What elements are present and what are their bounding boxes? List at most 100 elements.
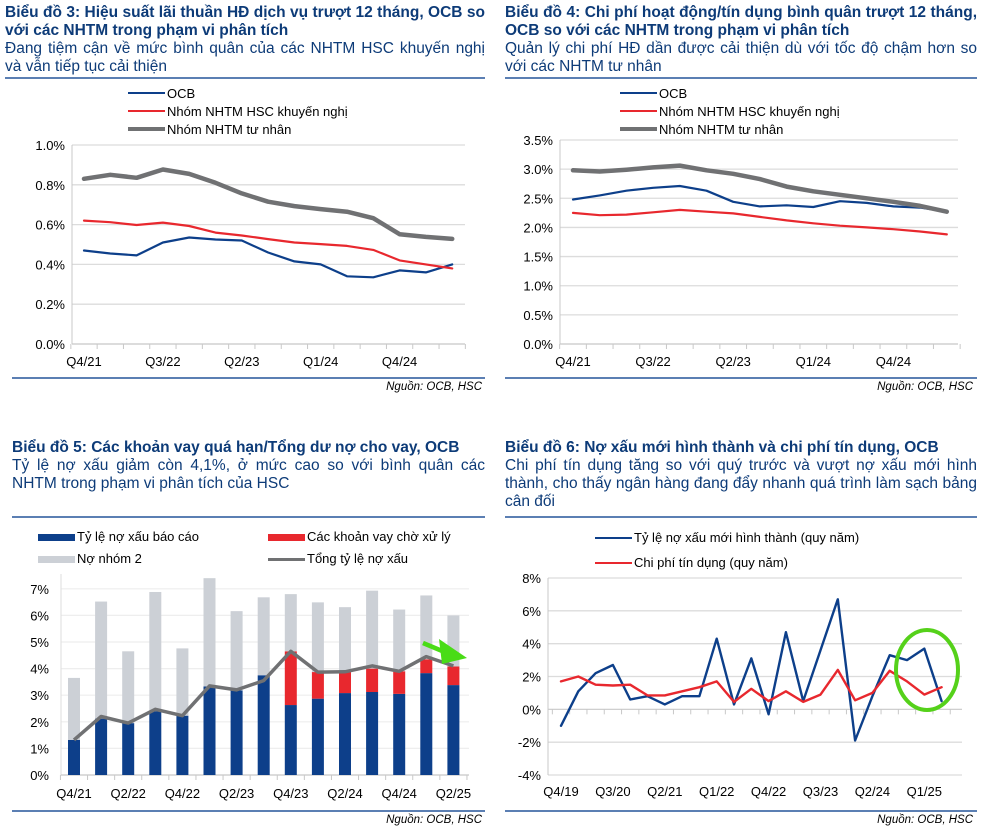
legend-label: Tổng tỷ lệ nợ xấu (307, 550, 409, 566)
legend-swatch (268, 533, 305, 541)
chart3-panel: Biểu đồ 3: Hiệu suất lãi thuần HĐ dịch v… (0, 0, 490, 400)
bar-group2-debt (122, 651, 135, 724)
legend-label: OCB (167, 85, 196, 101)
legend-item: Nợ nhóm 2 (38, 551, 268, 566)
y-tick-label: 0.5% (523, 308, 553, 323)
chart3-source: Nguồn: OCB, HSC (386, 381, 482, 393)
series-line-1 (571, 184, 948, 213)
legend-item: OCB (128, 84, 348, 102)
legend-item: Tỷ lệ nợ xấu báo cáo (38, 529, 268, 544)
x-tick-label: Q4/21 (555, 354, 590, 369)
legend-swatch (38, 555, 75, 563)
y-tick-label: 4% (30, 662, 49, 677)
legend-label: Tỷ lệ nợ xấu báo cáo (77, 528, 199, 544)
legend-item: Nhóm NHTM tư nhân (128, 120, 348, 138)
bar-group2-debt (366, 590, 379, 669)
legend-label: Các khoản vay chờ xử lý (307, 528, 451, 544)
legend-swatch (595, 561, 632, 564)
bar-npl-reported (176, 715, 189, 775)
bar-pending-loans (311, 672, 324, 699)
series-line-2 (82, 219, 454, 270)
y-tick-label: 0.0% (523, 337, 553, 352)
y-tick-label: 2.0% (523, 220, 553, 235)
legend-row: Tỷ lệ nợ xấu báo cáo Các khoản vay chờ x… (38, 525, 478, 547)
legend-swatch (128, 110, 165, 112)
series-line-3 (570, 163, 950, 214)
legend-swatch (620, 92, 657, 94)
y-tick-label: 0.6% (35, 218, 65, 233)
chart3-plot: 0.0% 0.2% 0.4% 0.6% 0.8% 1.0% Q4/21 Q3/22 Q2/23 Q… (35, 138, 466, 369)
bar-group2-debt (257, 597, 270, 676)
x-tick-label: Q4/22 (751, 784, 786, 799)
series-line-2 (571, 208, 948, 236)
series-line-3 (81, 167, 455, 242)
x-tick-label: Q3/23 (803, 784, 838, 799)
chart6-bottom-rule (505, 810, 977, 812)
highlight-ellipse (894, 628, 960, 712)
x-tick-label: Q2/22 (110, 786, 145, 801)
y-tick-label: 1.0% (35, 138, 65, 153)
legend-swatch (128, 92, 165, 94)
bar-npl-reported (149, 711, 162, 775)
bar-pending-loans (366, 668, 379, 693)
chart4-subtitle: Quản lý chi phí HĐ dần được cải thiện dù… (505, 40, 977, 75)
y-tick-label: 2% (30, 715, 49, 730)
chart6-title: Biểu đồ 6: Nợ xấu mới hình thành và chi … (505, 439, 939, 456)
bar-npl-reported (366, 692, 379, 775)
y-tick-label: 3.5% (523, 133, 553, 148)
bar-pending-loans (284, 651, 297, 706)
y-tick-label: -2% (518, 735, 542, 750)
legend-label: Nhóm NHTM HSC khuyến nghị (659, 103, 840, 119)
bar-group2-debt (339, 607, 351, 672)
x-tick-label: Q4/24 (382, 354, 417, 369)
bar-group2-debt (149, 591, 162, 712)
x-tick-label: Q2/23 (715, 354, 750, 369)
y-tick-label: 1.0% (523, 279, 553, 294)
legend-label: Nợ nhóm 2 (77, 550, 142, 566)
bar-group2-debt (95, 601, 108, 719)
x-tick-label: Q4/19 (543, 784, 578, 799)
bar-pending-loans (420, 659, 433, 674)
legend-swatch (595, 536, 632, 539)
x-tick-label: Q3/22 (145, 354, 180, 369)
series-line-1 (559, 598, 943, 742)
legend-item: Nhóm NHTM HSC khuyến nghị (128, 102, 348, 120)
y-tick-label: 3% (30, 688, 49, 703)
y-tick-label: 1% (30, 741, 49, 756)
bar-pending-loans (447, 666, 460, 686)
bar-npl-reported (122, 723, 135, 775)
x-tick-label: Q2/24 (855, 784, 890, 799)
chart5-panel: Biểu đồ 5: Các khoản vay quá hạn/Tổng dư… (0, 430, 490, 830)
chart4-bottom-rule (505, 377, 977, 379)
bar-group2-debt (176, 648, 189, 716)
bar-npl-reported (95, 718, 108, 775)
legend-label: Nhóm NHTM tư nhân (659, 121, 784, 137)
bar-npl-reported (230, 690, 243, 775)
y-tick-label: 0% (30, 768, 49, 783)
chart6-legend: Tỷ lệ nợ xấu mới hình thành (quy năm) Ch… (595, 525, 859, 575)
x-tick-label: Q4/24 (876, 354, 911, 369)
bar-npl-reported (311, 698, 324, 775)
bar-group2-debt (420, 595, 433, 660)
legend-swatch (38, 533, 75, 541)
x-tick-label: Q2/23 (224, 354, 259, 369)
bar-pending-loans (339, 671, 351, 694)
bar-npl-reported (393, 693, 406, 775)
chart5-subtitle: Tỷ lệ nợ xấu giảm còn 4,1%, ở mức cao so… (12, 457, 485, 492)
x-tick-label: Q4/23 (273, 786, 308, 801)
series-line-1 (82, 236, 454, 279)
y-tick-label: 0.2% (35, 297, 65, 312)
bar-npl-reported (68, 739, 80, 775)
y-tick-label: 0.0% (35, 337, 65, 352)
chart3-top-rule (5, 77, 485, 79)
x-tick-label: Q4/21 (66, 354, 101, 369)
bar-pending-loans (393, 671, 406, 694)
x-tick-label: Q1/24 (796, 354, 831, 369)
chart4-top-rule (505, 77, 977, 79)
bar-npl-reported (203, 686, 216, 775)
legend-item: Các khoản vay chờ xử lý (268, 529, 451, 544)
y-tick-label: 2% (522, 670, 541, 685)
bar-group2-debt (311, 602, 324, 673)
x-tick-label: Q2/21 (647, 784, 682, 799)
y-tick-label: 3.0% (523, 162, 553, 177)
